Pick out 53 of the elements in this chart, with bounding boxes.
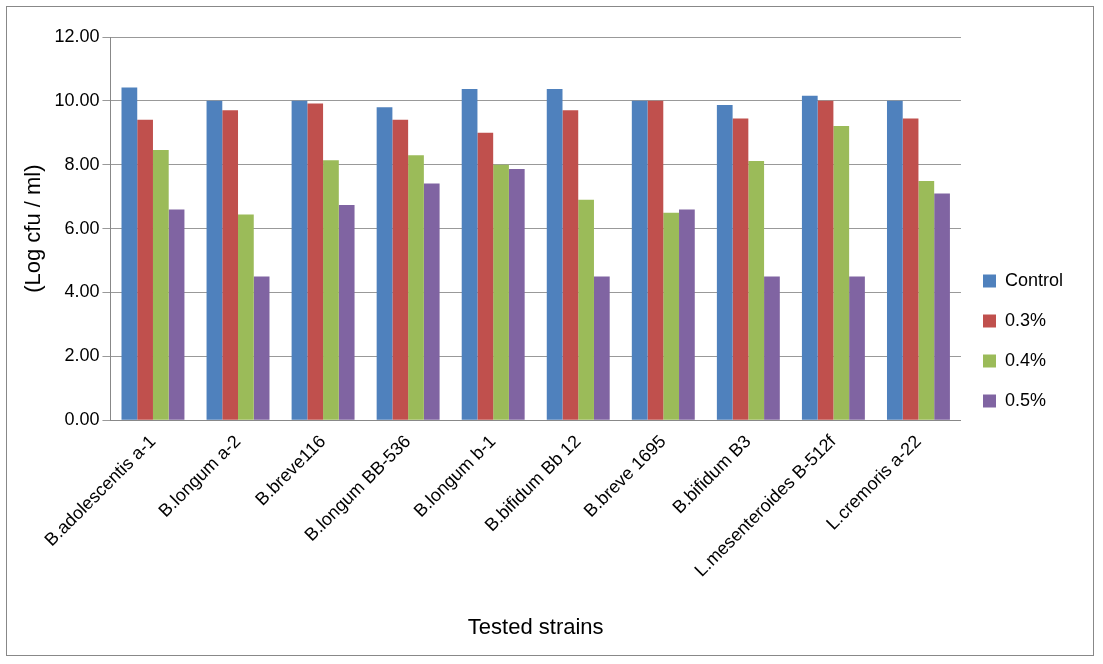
y-tick-label: 0.00 bbox=[64, 409, 100, 430]
bar bbox=[833, 126, 850, 420]
bar bbox=[338, 204, 355, 420]
legend-label: 0.5% bbox=[1004, 389, 1047, 410]
bar bbox=[934, 193, 950, 420]
y-axis-title: (Log cfu / ml) bbox=[20, 164, 46, 293]
bar bbox=[593, 276, 610, 420]
bar bbox=[886, 100, 903, 420]
bar bbox=[206, 100, 223, 420]
legend-label: Control bbox=[1004, 269, 1064, 290]
bar bbox=[918, 181, 935, 420]
y-tick-label: 4.00 bbox=[64, 281, 100, 302]
bar bbox=[849, 276, 865, 420]
bar bbox=[716, 105, 733, 420]
legend-label: 0.3% bbox=[1004, 309, 1047, 330]
bar bbox=[663, 212, 680, 420]
bar bbox=[764, 276, 780, 420]
bar bbox=[477, 132, 494, 420]
y-tick-label: 8.00 bbox=[64, 153, 100, 174]
bar bbox=[238, 214, 254, 420]
bar bbox=[732, 118, 749, 420]
bar bbox=[801, 95, 818, 420]
bar bbox=[376, 107, 393, 420]
y-tick-label: 10.00 bbox=[54, 89, 100, 110]
bar bbox=[121, 87, 138, 420]
bar bbox=[748, 160, 765, 420]
bar bbox=[562, 110, 579, 420]
bar bbox=[152, 150, 169, 420]
bar bbox=[222, 110, 239, 420]
bar bbox=[461, 89, 478, 420]
bar bbox=[578, 199, 594, 420]
y-tick-label: 12.00 bbox=[54, 25, 100, 46]
bar bbox=[408, 155, 424, 420]
bar bbox=[323, 160, 339, 420]
bar bbox=[137, 119, 153, 420]
bar bbox=[902, 118, 919, 420]
bar bbox=[546, 89, 563, 420]
bar bbox=[493, 164, 509, 420]
bar bbox=[307, 103, 324, 420]
bar bbox=[423, 183, 440, 420]
bar bbox=[508, 168, 525, 420]
bar bbox=[291, 100, 308, 420]
bar bbox=[631, 100, 648, 420]
y-tick-label: 2.00 bbox=[64, 345, 100, 366]
y-tick-label: 6.00 bbox=[64, 217, 100, 238]
x-axis-title: Tested strains bbox=[467, 613, 604, 639]
bar bbox=[253, 276, 270, 420]
bar bbox=[647, 100, 664, 420]
bar bbox=[679, 209, 695, 420]
bar bbox=[817, 100, 834, 420]
bar bbox=[168, 209, 185, 420]
bar bbox=[392, 119, 409, 420]
legend-label: 0.4% bbox=[1004, 349, 1047, 370]
